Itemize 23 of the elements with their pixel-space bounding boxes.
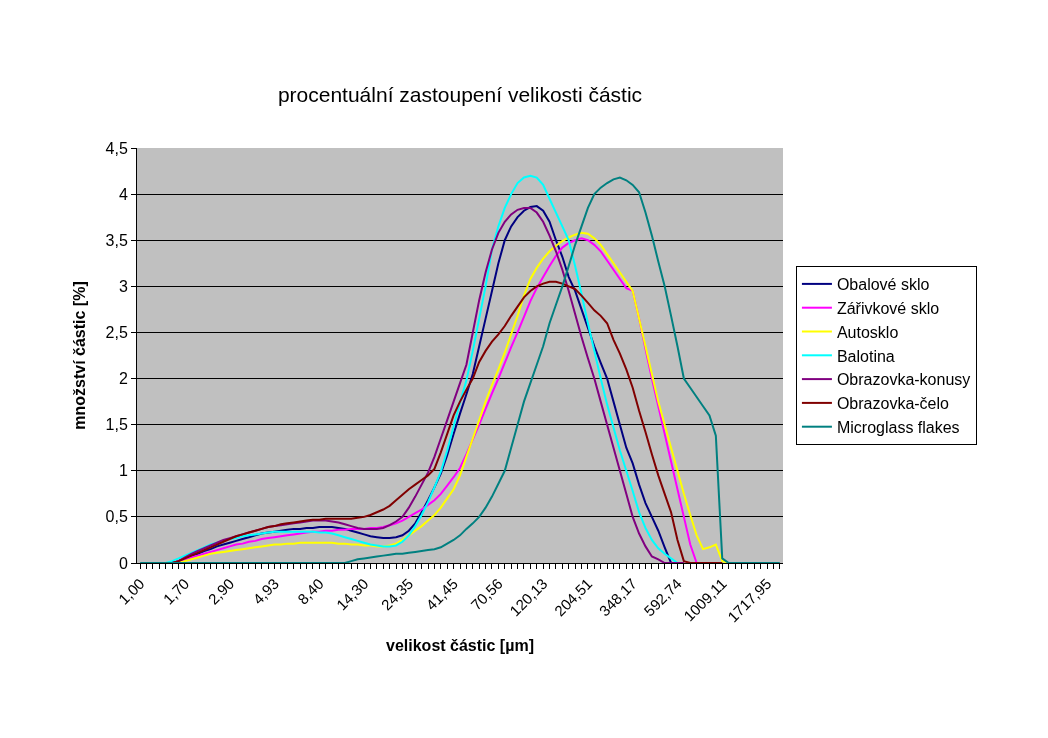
- y-tick-label: 2: [118, 370, 128, 388]
- x-tick-label: 8,40: [294, 574, 327, 608]
- y-tick-label: 1,5: [105, 416, 128, 434]
- legend-label: Balotina: [836, 347, 895, 365]
- y-tick-label: 2,5: [105, 324, 128, 342]
- y-tick-label: 0,5: [105, 508, 128, 526]
- y-tick-label: 3,5: [105, 231, 128, 249]
- legend-label: Autosklo: [836, 323, 899, 341]
- legend-label: Obrazovka-konusy: [836, 371, 971, 389]
- y-tick-label: 1: [118, 462, 128, 480]
- chart-title: procentuální zastoupení velikosti částic: [277, 83, 643, 107]
- y-axis-title: množství částic [%]: [71, 281, 89, 430]
- y-tick-label: 0: [118, 554, 128, 572]
- legend-label: Zářivkové sklo: [836, 299, 940, 317]
- x-tick-label: 4,93: [249, 574, 282, 608]
- y-tick-label: 4,5: [105, 139, 128, 157]
- x-axis-title: velikost částic [µm]: [386, 636, 534, 654]
- legend-label: Obrazovka-čelo: [836, 395, 950, 413]
- legend-label: Obalové sklo: [836, 276, 930, 294]
- legend-label: Microglass flakes: [836, 418, 960, 436]
- y-tick-label: 3: [118, 277, 128, 295]
- line-series: [171, 280, 724, 563]
- y-tick-label: 4: [118, 185, 128, 203]
